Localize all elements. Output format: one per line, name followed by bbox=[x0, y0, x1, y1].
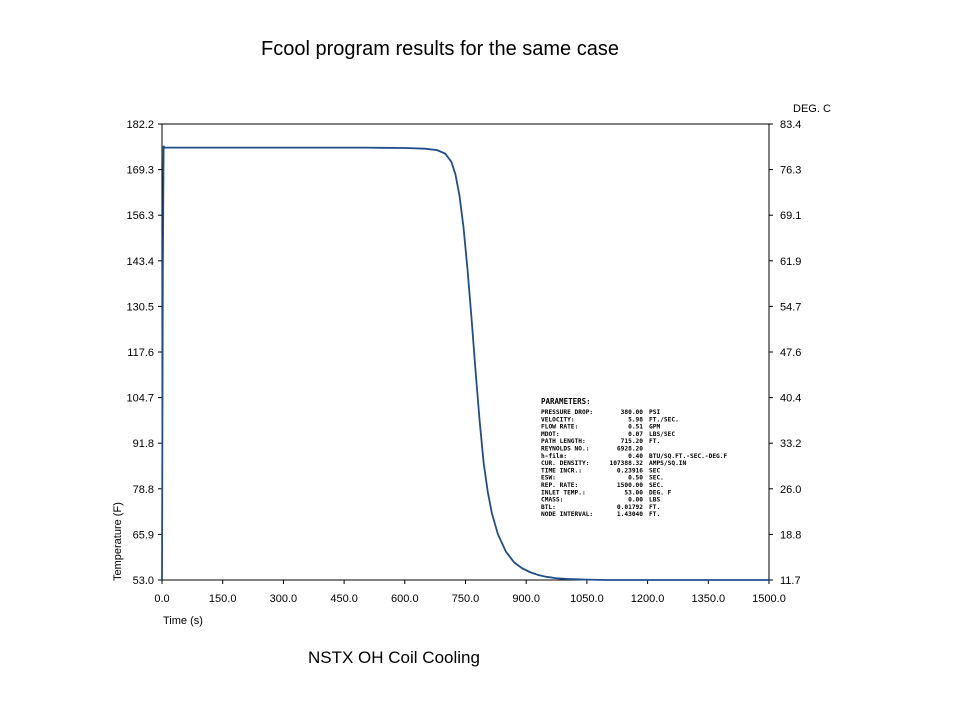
y-tick-label: 53.0 bbox=[133, 575, 154, 587]
y-tick-label: 78.8 bbox=[133, 484, 154, 496]
y-tick-label: 130.5 bbox=[126, 301, 154, 313]
parameter-value: 0.51 bbox=[628, 424, 643, 431]
parameter-value: 6928.20 bbox=[617, 446, 643, 453]
parameter-name: FLOW RATE: bbox=[541, 424, 578, 431]
parameter-name: PATH LENGTH: bbox=[541, 438, 586, 445]
parameter-value: 0.23916 bbox=[617, 467, 643, 474]
parameter-value: 5.98 bbox=[628, 416, 643, 423]
parameter-unit: LBS bbox=[649, 497, 660, 504]
parameter-name: NODE INTERVAL: bbox=[541, 511, 593, 518]
y2-tick-label: 18.8 bbox=[780, 529, 801, 541]
y-axis-left: 182.2 169.3 156.3 143.4 130.5 117.6 104.7 91.8 7… bbox=[126, 119, 162, 587]
parameter-name: MDOT: bbox=[541, 431, 560, 438]
x-tick-label: 1500.0 bbox=[752, 593, 786, 605]
slide-title: Fcool program results for the same case bbox=[261, 38, 619, 60]
x-tick-label: 450.0 bbox=[330, 593, 358, 605]
parameter-unit: FT. bbox=[649, 438, 660, 445]
parameter-unit: AMPS/SQ.IN bbox=[649, 460, 687, 467]
chart-caption: NSTX OH Coil Cooling bbox=[308, 648, 480, 667]
parameter-name: VELOCITY: bbox=[541, 416, 575, 423]
plot-frame bbox=[161, 123, 770, 581]
x-axis-title: Time (s) bbox=[163, 615, 203, 627]
y-axis-title: Temperature (F) bbox=[112, 502, 124, 581]
y2-tick-label: 33.2 bbox=[780, 438, 801, 450]
parameters-box: PARAMETERS: PRESSURE DROP: 380.00 PSI VELOCI… bbox=[541, 397, 728, 518]
y-tick-label: 65.9 bbox=[133, 529, 154, 541]
y-tick-label: 169.3 bbox=[126, 165, 154, 177]
series-line bbox=[161, 145, 769, 581]
parameter-unit: SEC bbox=[649, 467, 660, 474]
x-tick-label: 1050.0 bbox=[570, 593, 604, 605]
y2-tick-label: 76.3 bbox=[780, 165, 801, 177]
parameter-name: CUR. DENSITY: bbox=[541, 460, 589, 467]
parameter-unit: PSI bbox=[649, 409, 660, 416]
parameter-name: PRESSURE DROP: bbox=[541, 409, 593, 416]
y2-tick-label: 26.0 bbox=[780, 484, 801, 496]
x-tick-label: 150.0 bbox=[209, 593, 237, 605]
y-tick-label: 117.6 bbox=[127, 347, 154, 359]
parameter-value: 715.20 bbox=[621, 438, 644, 445]
y-tick-label: 143.4 bbox=[126, 256, 154, 268]
parameter-name: REYNOLDS NO.: bbox=[541, 446, 589, 453]
parameter-value: 0.50 bbox=[628, 475, 643, 482]
parameter-value: 0.07 bbox=[628, 431, 643, 438]
parameter-unit: SEC. bbox=[649, 475, 664, 482]
y2-tick-label: 40.4 bbox=[780, 393, 801, 405]
parameter-unit: DEG. F bbox=[649, 489, 672, 496]
y2-tick-label: 69.1 bbox=[780, 210, 801, 222]
parameter-unit: GPM bbox=[649, 424, 660, 431]
parameter-value: 0.00 bbox=[628, 497, 643, 504]
parameter-unit: FT. bbox=[649, 511, 660, 518]
parameter-name: INLET TEMP.: bbox=[541, 489, 586, 496]
x-tick-label: 0.0 bbox=[154, 593, 169, 605]
parameter-name: REP. RATE: bbox=[541, 482, 578, 489]
y2-tick-label: 11.7 bbox=[780, 575, 801, 587]
parameter-name: ESW: bbox=[541, 475, 556, 482]
y2-tick-label: 61.9 bbox=[780, 256, 801, 268]
parameter-name: TIME INCR.: bbox=[541, 467, 582, 474]
x-tick-label: 300.0 bbox=[270, 593, 298, 605]
parameters-title: PARAMETERS: bbox=[541, 397, 591, 406]
parameter-name: h-film: bbox=[541, 452, 567, 460]
parameter-value: 1500.00 bbox=[617, 482, 643, 489]
parameter-unit: FT. bbox=[649, 504, 660, 511]
parameter-value: 53.00 bbox=[624, 489, 643, 496]
y-tick-label: 182.2 bbox=[126, 119, 154, 131]
x-tick-label: 600.0 bbox=[391, 593, 419, 605]
y-tick-label: 156.3 bbox=[126, 210, 154, 222]
y2-tick-label: 54.7 bbox=[780, 301, 801, 313]
y2-tick-label: 47.6 bbox=[780, 347, 801, 359]
y-tick-label: 104.7 bbox=[126, 393, 154, 405]
y2-tick-label: 83.4 bbox=[780, 119, 801, 131]
parameter-value: 0.01792 bbox=[617, 504, 643, 511]
parameter-unit: SEC. bbox=[649, 482, 664, 489]
x-axis: 0.0 150.0 300.0 450.0 600.0 750.0 900.0 1050.0 1… bbox=[154, 580, 786, 605]
x-tick-label: 750.0 bbox=[452, 593, 480, 605]
parameter-name: CMASS: bbox=[541, 497, 563, 504]
y-axis-right: 83.4 76.3 69.1 61.9 54.7 47.6 40.4 33.2 26.0 18.8… bbox=[769, 119, 801, 587]
parameter-unit: BTU/SQ.FT.-SEC.-DEG.F bbox=[649, 453, 728, 460]
parameter-unit: FT./SEC. bbox=[649, 416, 679, 423]
y-tick-label: 91.8 bbox=[133, 438, 154, 450]
y2-axis-title: DEG. C bbox=[793, 103, 831, 115]
parameter-name: BTL: bbox=[541, 504, 556, 511]
parameter-value: 1.43040 bbox=[617, 511, 643, 518]
parameter-unit: LBS/SEC bbox=[649, 431, 675, 438]
x-tick-label: 900.0 bbox=[512, 593, 540, 605]
x-tick-label: 1200.0 bbox=[631, 593, 665, 605]
parameter-value: 380.00 bbox=[621, 409, 644, 416]
parameter-value: 107388.32 bbox=[609, 460, 643, 467]
parameter-value: 0.40 bbox=[628, 453, 643, 460]
x-tick-label: 1350.0 bbox=[691, 593, 725, 605]
